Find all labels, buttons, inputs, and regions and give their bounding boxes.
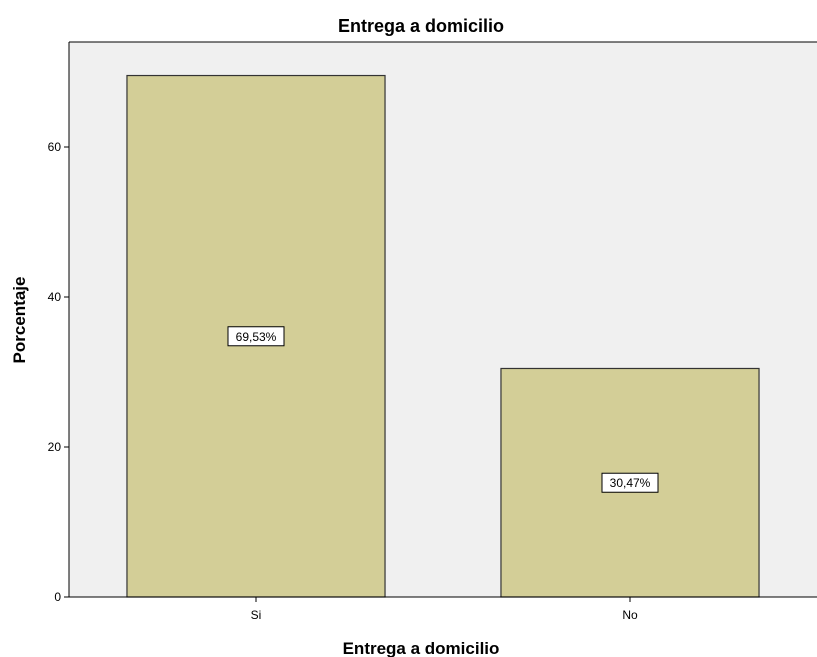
- y-tick-label: 20: [48, 440, 62, 454]
- y-tick-label: 40: [48, 290, 62, 304]
- y-tick-label: 0: [54, 590, 61, 604]
- x-tick-label: Si: [251, 608, 262, 622]
- data-label: 69,53%: [236, 330, 277, 344]
- x-axis-label: Entrega a domicilio: [343, 639, 500, 657]
- axes-layer: Si No 0 20 40 60: [48, 41, 817, 622]
- bars-layer: 69,53% 30,47%: [126, 74, 760, 598]
- x-tick-label: No: [622, 608, 638, 622]
- data-label-box: [601, 472, 659, 493]
- y-axis-label: Porcentaje: [10, 277, 29, 364]
- chart-title: Entrega a domicilio: [338, 16, 504, 36]
- data-label-box: [227, 326, 285, 347]
- y-tick-label: 60: [48, 140, 62, 154]
- data-label: 30,47%: [610, 476, 651, 490]
